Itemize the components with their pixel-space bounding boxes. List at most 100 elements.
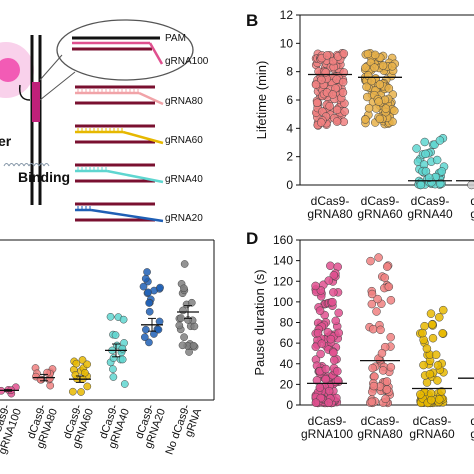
data-point bbox=[312, 98, 322, 108]
data-point bbox=[331, 316, 340, 326]
data-point bbox=[369, 381, 379, 391]
data-point bbox=[416, 180, 426, 190]
data-point bbox=[437, 387, 446, 396]
data-point bbox=[338, 77, 348, 87]
data-point bbox=[381, 104, 391, 113]
data-point bbox=[333, 367, 342, 376]
data-point bbox=[435, 313, 444, 322]
y-tick-label: 4 bbox=[286, 121, 293, 135]
data-point bbox=[367, 289, 377, 299]
data-point bbox=[424, 173, 434, 183]
data-point bbox=[317, 75, 326, 85]
x-tick-label: dCas9-gRNA100 bbox=[0, 403, 24, 456]
surface-bump bbox=[13, 163, 20, 167]
x-tick-label: dCas9-gRNA60 bbox=[357, 194, 403, 221]
data-point bbox=[375, 114, 385, 124]
surface-bump bbox=[38, 163, 45, 167]
data-point bbox=[328, 90, 337, 99]
y-tick-label: 60 bbox=[280, 336, 294, 350]
surface-bump bbox=[18, 163, 25, 167]
data-point bbox=[329, 355, 339, 365]
data-point bbox=[363, 49, 373, 59]
data-point bbox=[324, 276, 333, 285]
data-point bbox=[312, 376, 322, 385]
data-point bbox=[361, 63, 370, 72]
data-point bbox=[384, 282, 394, 291]
x-tick-label: dCas9-gRNA100 bbox=[301, 414, 353, 441]
x-tick-label: dCas9-gRNA40 bbox=[95, 403, 132, 451]
y-axis-label: Lifetime (min) bbox=[254, 61, 269, 140]
data-point bbox=[332, 117, 342, 126]
data-point bbox=[382, 385, 392, 394]
surface-bump bbox=[23, 163, 30, 167]
construct-grna-tail bbox=[122, 130, 164, 145]
surface-bump bbox=[33, 163, 40, 167]
construct-grna-tail bbox=[138, 91, 164, 106]
x-tick-label: dCgR bbox=[470, 194, 474, 221]
x-tick-label: dCgR bbox=[470, 414, 474, 441]
data-point bbox=[109, 365, 117, 373]
data-point bbox=[384, 84, 394, 93]
data-point bbox=[416, 390, 425, 399]
data-point bbox=[368, 324, 378, 334]
zoom-line-top bbox=[39, 54, 63, 81]
data-point bbox=[119, 315, 128, 324]
data-point bbox=[438, 329, 447, 338]
y-tick-label: 12 bbox=[280, 8, 294, 22]
x-tick-label: dCas9-gRNA60 bbox=[409, 414, 455, 441]
data-point bbox=[180, 333, 188, 342]
data-point bbox=[311, 398, 321, 407]
data-point bbox=[144, 288, 152, 297]
x-tick-label: dCas9-gRNA40 bbox=[407, 194, 453, 221]
y-tick-label: 6 bbox=[286, 93, 293, 107]
data-point bbox=[420, 137, 429, 147]
data-point bbox=[77, 388, 85, 396]
data-point bbox=[83, 382, 92, 391]
data-point bbox=[421, 149, 430, 159]
data-point bbox=[321, 364, 331, 374]
data-point bbox=[317, 339, 327, 348]
data-point bbox=[140, 333, 149, 342]
data-point bbox=[368, 363, 377, 373]
data-point bbox=[374, 97, 383, 106]
data-point bbox=[325, 101, 334, 111]
data-point bbox=[375, 80, 385, 89]
grna80-label: gRNA80 bbox=[165, 96, 203, 107]
data-point bbox=[111, 331, 120, 339]
pam-label: PAM bbox=[165, 33, 186, 44]
data-point bbox=[324, 398, 333, 407]
data-point bbox=[141, 274, 150, 283]
x-tick-label: No dCas9-gRNA bbox=[164, 402, 205, 460]
data-point bbox=[339, 49, 349, 58]
construct-grna-tail bbox=[90, 208, 164, 223]
data-point bbox=[187, 298, 196, 307]
data-point bbox=[154, 325, 163, 334]
data-point bbox=[315, 383, 325, 392]
data-point bbox=[316, 349, 325, 359]
y-tick-label: 20 bbox=[280, 377, 294, 391]
data-point bbox=[386, 295, 396, 305]
data-point bbox=[143, 268, 151, 276]
data-point bbox=[145, 307, 154, 316]
data-point bbox=[316, 118, 326, 127]
y-tick-label: 0 bbox=[286, 398, 293, 412]
binding-label: Binding bbox=[18, 169, 70, 185]
data-point bbox=[334, 308, 343, 318]
data-point bbox=[326, 334, 336, 344]
panel-label-d: D bbox=[246, 229, 258, 248]
data-point bbox=[433, 361, 443, 370]
data-point bbox=[433, 376, 442, 385]
data-point bbox=[142, 325, 150, 334]
panel-c-chart: dCas9-gRNA100 dCas9-gRNA80 dCas9-gRNA60 dCa… bbox=[0, 239, 215, 460]
data-point bbox=[467, 180, 474, 190]
zoom-arrow bbox=[18, 84, 31, 101]
data-point bbox=[155, 317, 164, 326]
data-point bbox=[72, 359, 81, 368]
grna20-label: gRNA20 bbox=[165, 213, 203, 224]
data-point bbox=[380, 273, 390, 282]
data-point bbox=[43, 368, 51, 377]
data-point bbox=[377, 349, 387, 358]
data-point bbox=[418, 328, 427, 338]
data-point bbox=[120, 380, 129, 388]
